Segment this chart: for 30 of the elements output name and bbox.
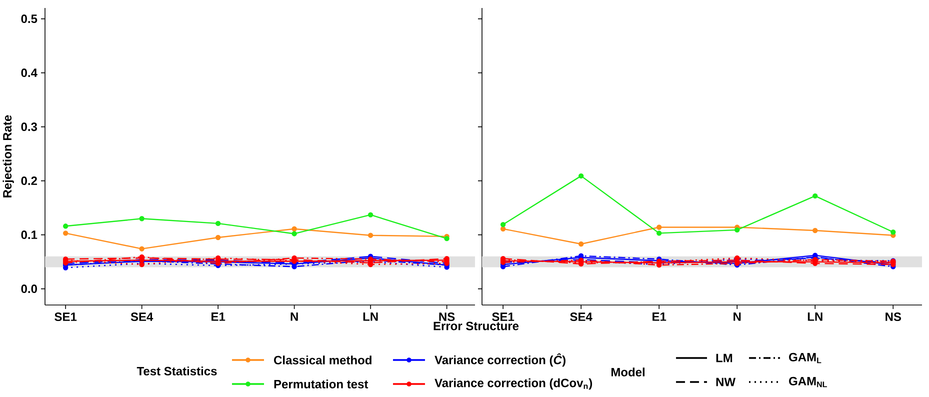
y-tick-label: 0.0: [21, 284, 37, 294]
legend-label: Permutation test: [274, 380, 368, 388]
x-tick-label: E1: [212, 312, 226, 321]
x-tick-label: N: [734, 312, 741, 321]
y-tick-label: 0.3: [21, 122, 38, 132]
x-tick-label: N: [290, 312, 298, 321]
x-tick-label: LN: [808, 312, 822, 321]
text: Model: [611, 368, 644, 376]
x-tick-label: SE4: [570, 312, 592, 322]
x-tick-label: SE1: [492, 312, 514, 322]
y-axis-title: Rejection Rate: [2, 115, 14, 198]
x-tick-label: NS: [886, 312, 901, 322]
text: GAM$_{L}$: [789, 352, 822, 364]
y-tick-label: 0.1: [21, 230, 38, 240]
legend-label: Variance correction (Ĉ): [434, 353, 566, 367]
x-tick-label: NS: [439, 312, 455, 322]
y-tick-label: 0.5: [21, 14, 38, 24]
y-tick-label: 0.2: [21, 176, 37, 186]
x-tick-label: LN: [363, 312, 378, 321]
x-tick-label: E1: [652, 312, 666, 321]
x-tick-label: SE4: [130, 312, 154, 322]
legend-label: Variance correction (dCov$_{n}$): [434, 378, 592, 390]
text: GAM$_{NL}$: [789, 376, 827, 388]
text: NW: [716, 378, 736, 386]
legend-title: Test Statistics: [136, 366, 217, 376]
legend-label: Classical method: [274, 356, 372, 364]
x-axis-title: Error Structure: [434, 322, 519, 330]
x-tick-label: SE1: [54, 312, 77, 322]
text: LM: [716, 354, 732, 362]
y-tick-label: 0.4: [21, 68, 38, 78]
